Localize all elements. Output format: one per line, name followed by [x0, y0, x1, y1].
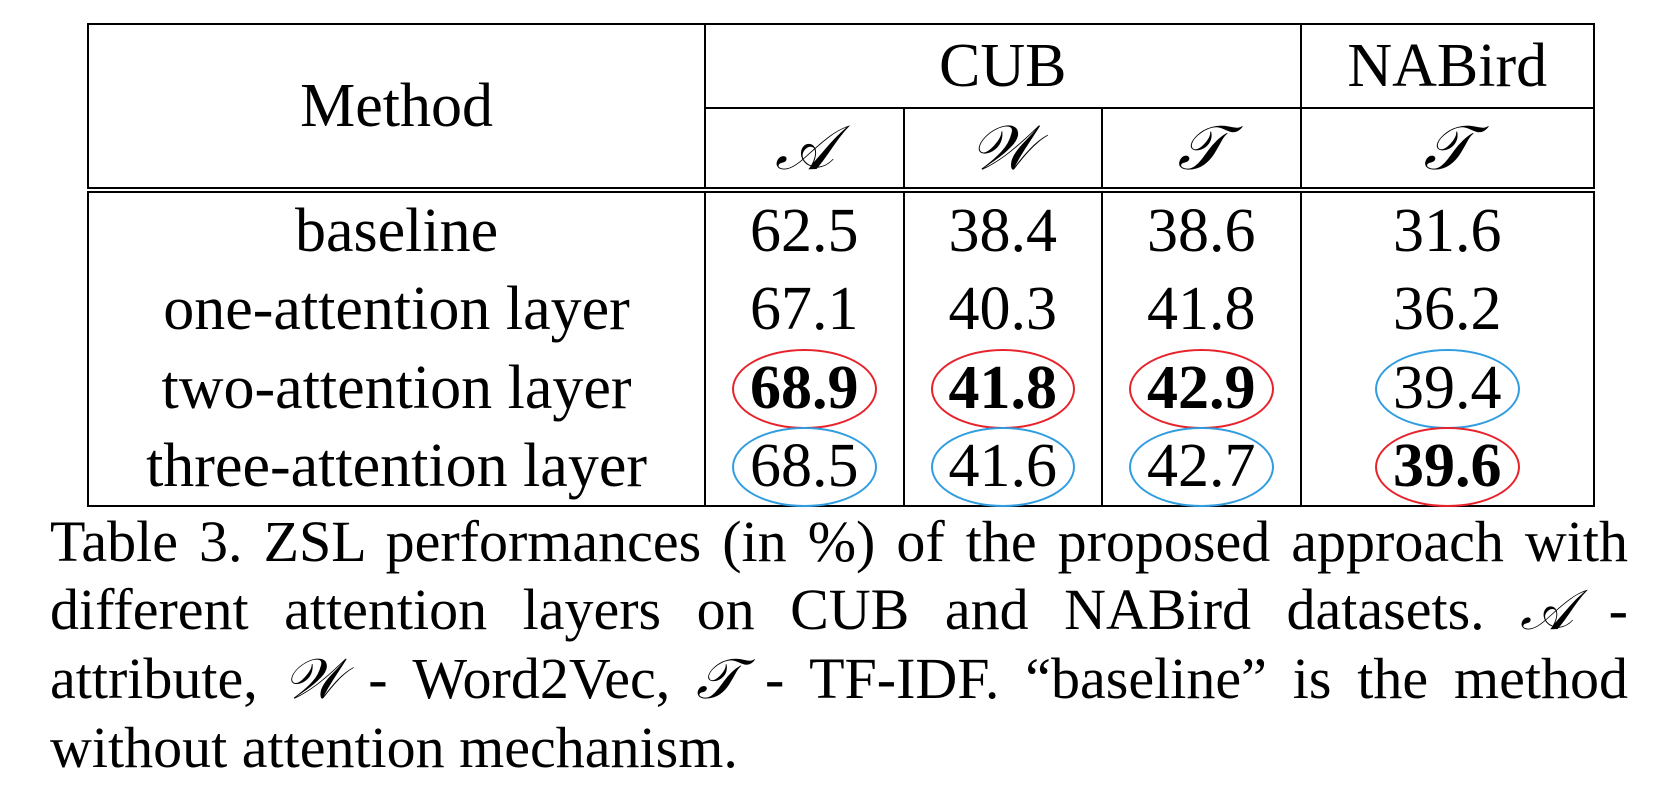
value-cell: 68.5 — [704, 427, 904, 507]
subheader-word2vec: 𝒲 — [902, 107, 1103, 190]
method-cell: three-attention layer — [146, 432, 647, 500]
value-cell: 62.5 — [704, 187, 904, 269]
tfidf-symbol: 𝒯 — [696, 647, 740, 712]
cell-value: 67.1 — [750, 274, 859, 343]
cub-header: CUB — [704, 24, 1301, 108]
cell-value: 31.6 — [1393, 197, 1502, 265]
subheader-tfidf-cub: 𝒯 — [1101, 107, 1301, 190]
value-cell: 38.6 — [1101, 187, 1301, 269]
value-cell: 36.2 — [1299, 269, 1594, 348]
value-cell: 41.6 — [902, 427, 1103, 507]
second-best-value: 42.7 — [1129, 427, 1274, 507]
cell-value: 36.2 — [1393, 274, 1502, 343]
caption-text: - TF-IDF. “baseline” is the method witho… — [50, 646, 1629, 780]
value-cell: 41.8 — [1101, 269, 1301, 348]
table-row: three-attention layer 68.5 41.6 42.7 39.… — [88, 427, 1594, 507]
value-cell: 39.6 — [1299, 427, 1594, 507]
method-cell: one-attention layer — [163, 274, 630, 343]
value-cell: 42.7 — [1101, 427, 1301, 507]
table-row: two-attention layer 68.9 41.8 42.9 39.4 — [88, 348, 1594, 429]
cell-value: 41.8 — [1147, 274, 1256, 343]
second-best-value: 41.6 — [930, 427, 1076, 507]
method-cell: two-attention layer — [161, 353, 632, 422]
value-cell: 67.1 — [704, 269, 904, 348]
attribute-symbol: 𝒜 — [1520, 578, 1574, 643]
table-row: baseline 62.5 38.4 38.6 31.6 — [88, 187, 1594, 269]
value-cell: 42.9 — [1101, 348, 1301, 429]
table-caption: Table 3. ZSL performances (in %) of the … — [50, 508, 1628, 782]
method-header: Method — [300, 72, 493, 140]
word2vec-symbol: 𝒲 — [283, 647, 343, 712]
caption-text: - Word2Vec, — [342, 646, 697, 711]
second-best-value: 68.5 — [732, 427, 877, 507]
value-cell: 41.8 — [902, 348, 1103, 429]
table-row: one-attention layer 67.1 40.3 41.8 36.2 — [88, 269, 1594, 348]
value-cell: 39.4 — [1299, 348, 1594, 429]
best-value: 39.6 — [1375, 427, 1520, 507]
subheader-attribute: 𝒜 — [704, 107, 904, 190]
results-table: Method CUB NABird 𝒜 𝒲 𝒯 𝒯 baseline 62.5 … — [87, 23, 1595, 507]
second-best-value: 39.4 — [1375, 348, 1520, 429]
subheader-tfidf-nabird: 𝒯 — [1299, 107, 1594, 190]
method-cell: baseline — [88, 187, 706, 269]
best-value: 68.9 — [732, 348, 877, 429]
cell-value: 62.5 — [750, 197, 859, 265]
best-value: 41.8 — [930, 348, 1076, 429]
cell-value: 38.6 — [1147, 197, 1256, 265]
header-row: Method CUB NABird — [88, 24, 1594, 137]
value-cell: 40.3 — [902, 269, 1103, 348]
subheader-row: 𝒜 𝒲 𝒯 𝒯 — [88, 107, 1594, 190]
value-cell: 38.4 — [902, 187, 1103, 269]
value-cell: 68.9 — [704, 348, 904, 429]
cell-value: 40.3 — [948, 274, 1058, 343]
cell-value: 38.4 — [948, 197, 1058, 265]
nabird-header: NABird — [1299, 24, 1594, 108]
caption-text: Table 3. ZSL performances (in %) of the … — [50, 509, 1628, 642]
value-cell: 31.6 — [1299, 187, 1594, 269]
best-value: 42.9 — [1129, 348, 1274, 429]
caption-text: - attribute, — [50, 577, 1628, 711]
